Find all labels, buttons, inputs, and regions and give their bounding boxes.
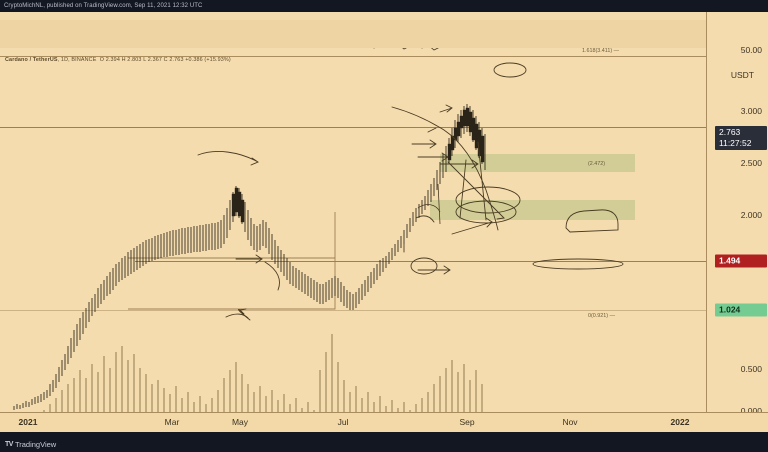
last-price-countdown: 11:27:52 — [719, 138, 752, 148]
time-tick-2021: 2021 — [18, 417, 38, 427]
price-scale[interactable]: 50.00 USDT 3.000 2.500 2.000 0.500 0.000… — [706, 12, 768, 432]
price-tick-2000: 2.000 — [740, 210, 762, 220]
zone-lower — [430, 200, 635, 220]
legend-symbol: Cardano / TetherUS — [5, 57, 58, 63]
fib-note-1: (2.472) — [588, 161, 606, 167]
reference-line-upper — [0, 127, 706, 128]
level-line-1024 — [0, 310, 706, 311]
zone-upper-2472 — [440, 154, 635, 172]
price-unit-label: USDT — [730, 70, 754, 80]
legend-ohlc: O 2.394 H 2.803 L 2.367 C 2.763 +0.386 (… — [99, 57, 231, 63]
pane-separator — [0, 56, 706, 57]
legend-exchange: BINANCE — [71, 57, 97, 63]
price-tick-0500: 0.500 — [740, 364, 762, 374]
last-price-value: 2.763 — [719, 127, 741, 137]
time-tick-2022: 2022 — [670, 417, 690, 427]
price-tick-2500: 2.500 — [740, 158, 762, 168]
time-tick-mar: Mar — [164, 417, 180, 427]
legend-interval: 1D — [60, 57, 69, 63]
chart-frame: 1.618(3.411) — Cardano / TetherUS, 1D, B… — [0, 12, 768, 432]
support-line-1494 — [135, 261, 706, 262]
price-tick-0000: 0.000 — [740, 406, 762, 416]
time-tick-jul: Jul — [337, 417, 349, 427]
price-tick-3000: 3.000 — [740, 106, 762, 116]
rsi-pane: 1.618(3.411) — — [0, 12, 706, 56]
time-tick-nov: Nov — [562, 417, 578, 427]
chart-legend[interactable]: Cardano / TetherUS, 1D, BINANCE O 2.394 … — [5, 57, 231, 63]
rsi-band — [0, 20, 706, 48]
time-scale[interactable]: 2021 Mar May Jul Sep Nov 2022 — [0, 412, 768, 432]
price-drawings-layer — [13, 62, 624, 432]
target-price-badge[interactable]: 1.024 — [715, 303, 767, 317]
rsi-level-label: 50.00 — [740, 45, 762, 55]
tradingview-watermark: TV TradingView — [5, 440, 56, 449]
chart-plot-area[interactable]: 1.618(3.411) — Cardano / TetherUS, 1D, B… — [0, 12, 706, 432]
fib-note-0: 1.618(3.411) — — [582, 48, 620, 54]
support-price-badge[interactable]: 1.494 — [715, 254, 767, 268]
tradingview-logo-icon: TV — [5, 441, 13, 448]
time-tick-may: May — [231, 417, 249, 427]
tradingview-logo-text: TradingView — [14, 440, 57, 449]
fib-note-2: 0(0.921) — — [588, 313, 615, 319]
last-price-badge[interactable]: 2.763 11:27:52 — [715, 126, 767, 150]
publication-credit: CryptoMichNL, published on TradingView.c… — [0, 0, 768, 12]
time-tick-sep: Sep — [459, 417, 475, 427]
